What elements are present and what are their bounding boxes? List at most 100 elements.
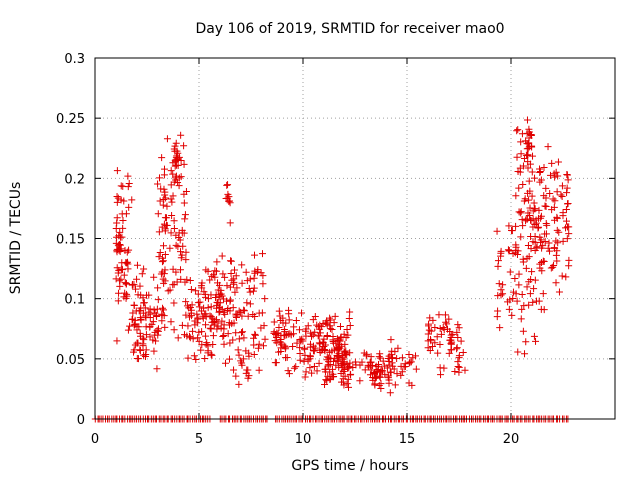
data-point — [334, 352, 342, 360]
data-point — [168, 212, 176, 220]
data-point — [532, 297, 540, 305]
data-point — [563, 189, 571, 197]
data-point — [235, 335, 243, 343]
data-point — [544, 244, 552, 252]
y-tick-label: 0.1 — [64, 293, 85, 308]
data-point — [207, 350, 215, 358]
data-point — [178, 251, 186, 259]
data-point — [226, 283, 234, 291]
data-point — [366, 371, 374, 379]
data-point — [313, 367, 321, 375]
data-point — [285, 370, 293, 378]
data-point — [506, 296, 514, 304]
data-point — [344, 331, 352, 339]
data-point — [424, 344, 432, 352]
data-point — [544, 143, 552, 151]
y-tick-label: 0.3 — [64, 52, 85, 67]
data-point — [295, 326, 303, 334]
data-point — [119, 224, 127, 232]
data-point — [171, 156, 179, 164]
data-point — [170, 217, 178, 225]
data-point — [218, 252, 226, 260]
data-point — [150, 273, 158, 281]
data-point — [553, 226, 561, 234]
data-point — [120, 293, 128, 301]
data-point — [198, 341, 206, 349]
data-point — [344, 375, 352, 383]
data-point — [172, 161, 180, 169]
data-point — [453, 345, 461, 353]
data-point — [212, 293, 220, 301]
data-point — [524, 164, 532, 172]
data-point — [243, 277, 251, 285]
data-point — [177, 266, 185, 274]
data-point — [548, 159, 556, 167]
y-tick-label: 0.25 — [56, 112, 85, 127]
data-point — [209, 332, 217, 340]
data-point — [121, 289, 129, 297]
data-point — [308, 369, 316, 377]
data-point — [251, 330, 259, 338]
data-point — [142, 314, 150, 322]
data-point — [323, 319, 331, 327]
data-point — [220, 295, 228, 303]
data-point — [546, 171, 554, 179]
data-point — [117, 182, 125, 190]
data-point — [385, 379, 393, 387]
data-point — [524, 158, 532, 166]
data-point — [142, 346, 150, 354]
data-point — [528, 168, 536, 176]
data-point — [512, 290, 520, 298]
data-point — [229, 304, 237, 312]
data-point — [529, 298, 537, 306]
data-point — [286, 330, 294, 338]
data-point — [156, 249, 164, 257]
chart-title: Day 106 of 2019, SRMTID for receiver mao… — [195, 21, 504, 37]
data-point — [161, 250, 169, 258]
x-tick-label: 20 — [503, 432, 520, 447]
data-point — [261, 335, 269, 343]
data-point — [161, 227, 169, 235]
data-point — [559, 237, 567, 245]
data-point — [148, 320, 156, 328]
data-point — [527, 275, 535, 283]
data-point — [515, 270, 523, 278]
data-point — [278, 341, 286, 349]
data-point — [535, 206, 543, 214]
data-point — [116, 241, 124, 249]
data-point — [389, 362, 397, 370]
data-point — [200, 288, 208, 296]
data-point — [164, 287, 172, 295]
data-point — [207, 303, 215, 311]
data-point — [190, 352, 198, 360]
data-point — [523, 283, 531, 291]
data-point — [546, 247, 554, 255]
data-point — [412, 352, 420, 360]
data-point — [275, 348, 283, 356]
data-point — [227, 270, 235, 278]
data-point — [524, 189, 532, 197]
data-point — [519, 258, 527, 266]
data-point — [120, 197, 128, 205]
data-point — [514, 247, 522, 255]
data-point — [133, 261, 141, 269]
data-point — [116, 277, 124, 285]
data-point — [139, 342, 147, 350]
data-point — [180, 199, 188, 207]
data-point — [195, 303, 203, 311]
y-tick-label: 0 — [77, 413, 85, 428]
data-point — [528, 268, 536, 276]
data-point — [524, 140, 532, 148]
y-tick-label: 0.2 — [64, 172, 85, 187]
data-point — [457, 337, 465, 345]
data-point — [118, 233, 126, 241]
data-point — [541, 202, 549, 210]
data-point — [129, 281, 137, 289]
data-point — [558, 272, 566, 280]
data-point — [546, 189, 554, 197]
data-point — [554, 172, 562, 180]
data-point — [328, 325, 336, 333]
data-point — [554, 158, 562, 166]
data-point — [290, 364, 298, 372]
data-point — [154, 180, 162, 188]
